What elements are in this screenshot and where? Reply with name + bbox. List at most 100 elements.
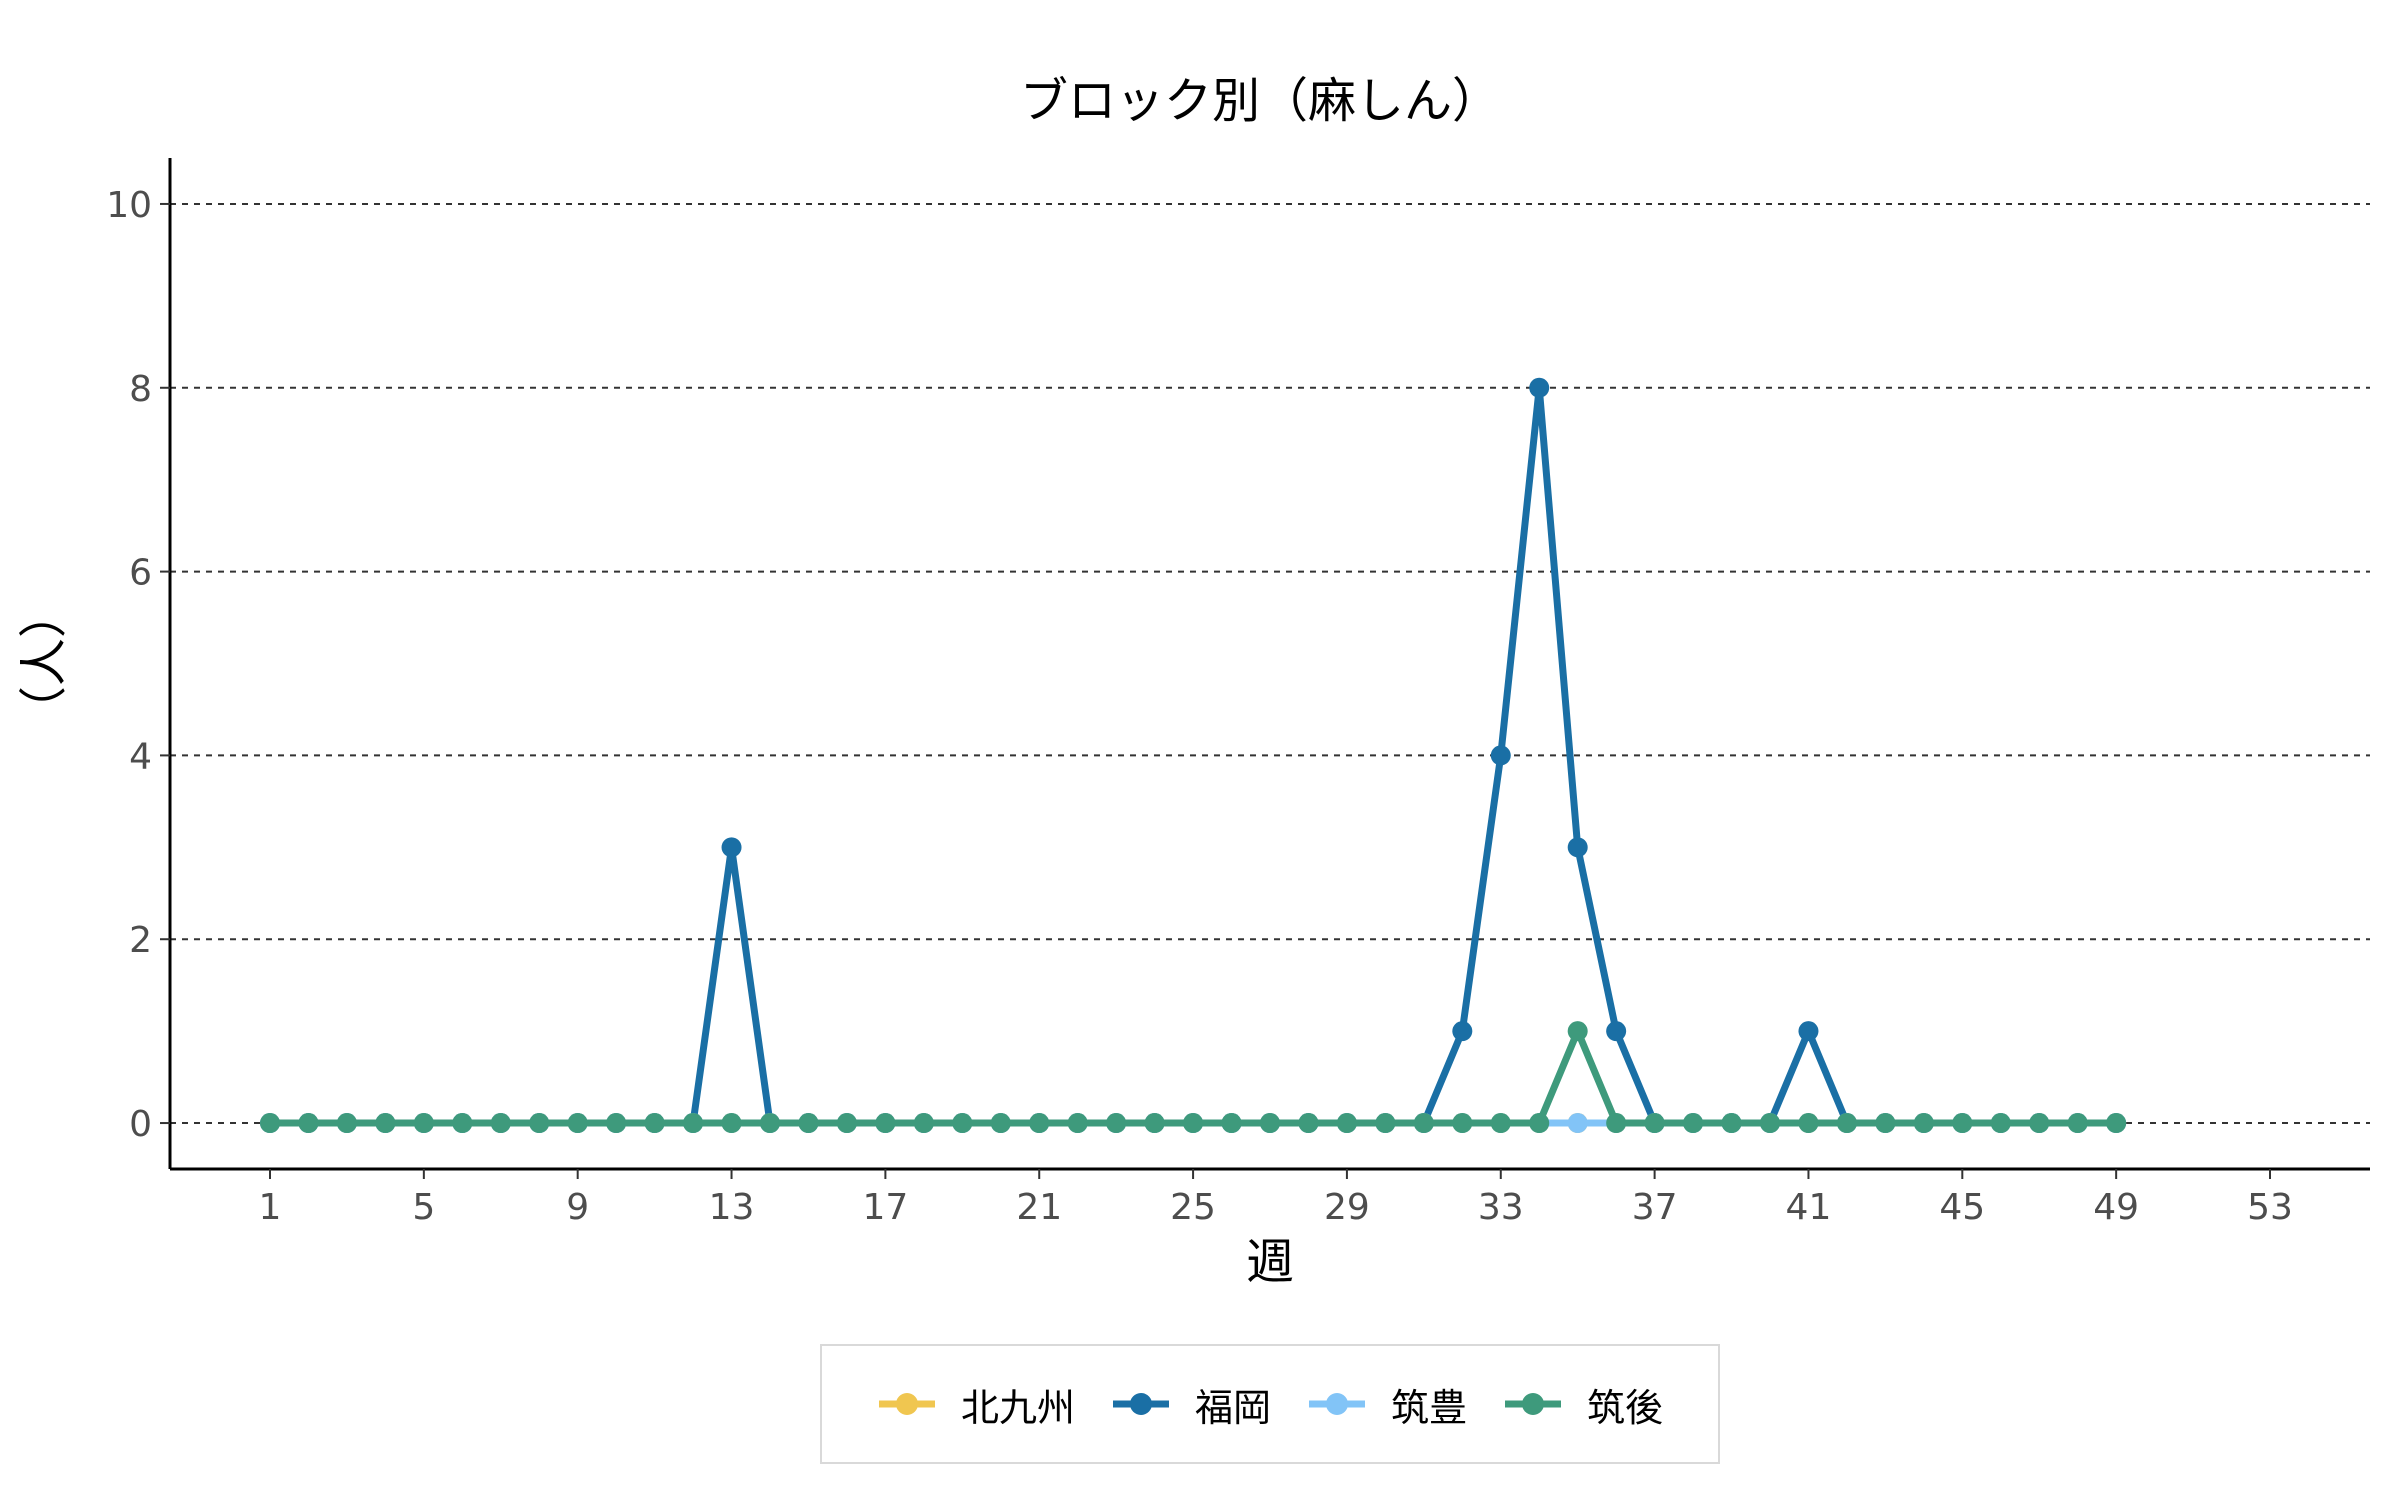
data-point [760,1113,780,1134]
data-point [721,1113,742,1134]
legend-label: 筑豊 [1391,1385,1468,1430]
x-tick-label: 1 [259,1187,282,1228]
data-point [1298,1113,1319,1134]
data-point [1529,377,1550,398]
legend-label: 福岡 [1194,1385,1271,1430]
data-point [1452,1021,1473,1042]
legend-item-3: 筑後 [1503,1377,1663,1432]
legend-key-dot [1522,1393,1545,1415]
data-point [375,1113,396,1134]
data-point [490,1113,511,1134]
data-point [336,1113,357,1134]
data-point [1913,1113,1934,1134]
x-tick-label: 25 [1170,1187,1216,1228]
data-point [1144,1113,1165,1134]
y-tick-label: 4 [129,736,152,777]
series-layer [260,377,2127,1134]
legend-label: 筑後 [1587,1385,1664,1430]
data-point [1452,1113,1473,1134]
x-tick-label: 41 [1786,1187,1832,1228]
y-axis-title: （人） [16,590,72,734]
data-point [1606,1113,1627,1134]
x-tick-label: 49 [2093,1187,2139,1228]
data-point [413,1113,434,1134]
legend-label: 北九州 [960,1385,1075,1430]
data-point [683,1113,704,1134]
x-axis-title: 週 [1246,1234,1294,1290]
legend-item-0: 北九州 [877,1377,1075,1432]
legend-key-dot [895,1393,918,1415]
data-point [1183,1113,1204,1134]
x-tick-label: 21 [1016,1187,1062,1228]
data-point [913,1113,934,1134]
data-point [1260,1113,1280,1134]
data-point [1683,1113,1704,1134]
data-point [836,1113,857,1134]
data-point [1644,1113,1665,1134]
data-point [1567,1113,1588,1134]
data-point [1952,1113,1973,1134]
data-point [1798,1021,1819,1042]
x-tick-label: 53 [2247,1187,2293,1228]
legend-key [878,1393,935,1415]
y-ticks: 0 2 4 6 8 10 [106,185,170,1145]
y-tick-label: 8 [129,369,152,410]
legend-key [1309,1393,1365,1415]
data-point [1413,1113,1434,1134]
x-tick-label: 45 [1939,1187,1985,1228]
data-point [1990,1113,2011,1134]
legend-key [1112,1393,1169,1415]
series-3 [260,1021,2127,1134]
data-point [529,1113,550,1134]
data-point [1836,1113,1857,1134]
x-ticks: 1 5 9 13 17 21 25 29 33 37 41 45 49 53 [259,1169,2293,1228]
data-point [990,1113,1011,1134]
data-point [1760,1113,1780,1134]
data-point [1490,745,1511,766]
x-tick-label: 37 [1632,1187,1678,1228]
data-point [952,1113,973,1134]
data-point [606,1113,627,1134]
x-tick-label: 5 [412,1187,435,1228]
data-point [1529,1113,1550,1134]
axes [168,158,2370,1171]
data-point [1606,1021,1627,1042]
y-tick-label: 6 [129,553,152,594]
data-point [644,1113,665,1134]
chart-title: ブロック別（麻しん） [1020,73,1500,129]
x-tick-label: 9 [566,1187,589,1228]
y-tick-label: 0 [129,1104,152,1145]
data-point [875,1113,896,1134]
x-tick-label: 17 [862,1187,908,1228]
data-point [567,1113,588,1134]
data-point [1875,1113,1896,1134]
legend-item-1: 福岡 [1111,1377,1271,1432]
data-point [1106,1113,1127,1134]
data-point [1336,1113,1357,1134]
legend-key-dot [1129,1393,1152,1415]
data-point [798,1113,819,1134]
legend-key [1505,1393,1562,1415]
y-tick-label: 10 [106,185,152,226]
grid-lines [170,202,2370,1125]
x-tick-label: 13 [709,1187,755,1228]
data-point [1567,1021,1588,1042]
data-point [298,1113,319,1134]
data-point [260,1113,280,1134]
x-tick-label: 33 [1478,1187,1524,1228]
data-point [1490,1113,1511,1134]
legend-items: 北九州 福岡 筑豊 筑後 [822,1346,1718,1462]
data-point [2029,1113,2050,1134]
data-point [1029,1113,1050,1134]
data-point [452,1113,473,1134]
data-point [1798,1113,1819,1134]
data-point [2106,1113,2127,1134]
legend-item-2: 筑豊 [1307,1377,1467,1432]
y-tick-label: 2 [129,920,152,961]
x-tick-label: 29 [1324,1187,1370,1228]
data-point [1375,1113,1396,1134]
data-point [1221,1113,1242,1134]
data-point [721,837,742,858]
data-point [2067,1113,2088,1134]
